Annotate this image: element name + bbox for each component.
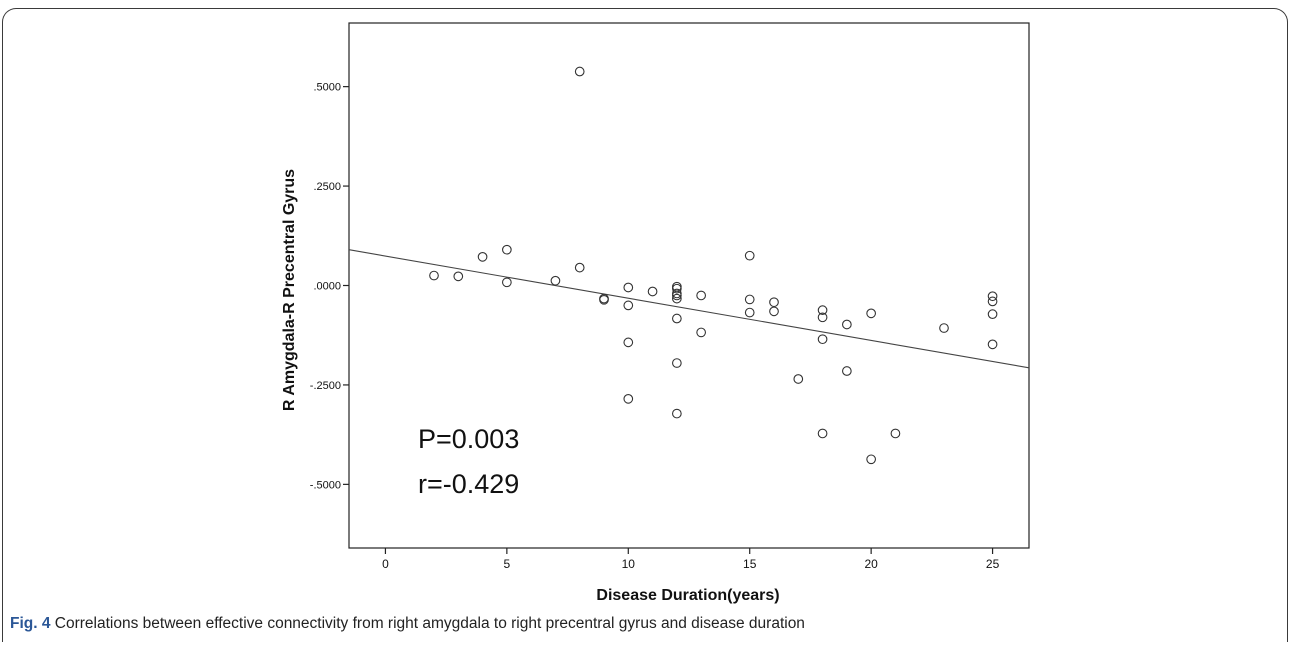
y-axis-label: R Amygdala-R Precentral Gyrus <box>281 169 298 411</box>
data-point <box>672 293 682 304</box>
y-tick-label: .0000 <box>313 281 341 293</box>
data-point <box>817 312 828 323</box>
data-point <box>672 290 682 301</box>
y-tick-label: -.2500 <box>310 380 341 392</box>
data-point <box>672 408 682 419</box>
data-point <box>817 334 828 345</box>
data-point <box>672 313 682 324</box>
data-point <box>793 374 804 384</box>
data-point <box>696 290 706 301</box>
x-tick-label: 5 <box>504 557 511 571</box>
data-point <box>599 294 609 305</box>
x-tick-label: 20 <box>864 557 878 571</box>
data-point <box>623 337 634 348</box>
data-point <box>502 244 512 255</box>
y-axis-ticks: -.5000 -.2500 .0000 .2500 .5000 <box>310 82 349 491</box>
caption-text: Correlations between effective connectiv… <box>50 615 805 632</box>
data-point <box>744 250 755 261</box>
x-axis-ticks: 0 5 10 15 20 25 <box>382 548 1000 571</box>
y-tick-label: -.5000 <box>310 479 341 491</box>
data-point <box>623 394 634 404</box>
x-tick-label: 10 <box>622 557 636 571</box>
data-point <box>574 262 585 273</box>
data-point <box>623 300 634 311</box>
annotation-p-value: P=0.003 <box>418 424 519 454</box>
data-point <box>939 323 949 333</box>
data-point <box>817 428 828 439</box>
data-point <box>623 282 634 293</box>
x-tick-label: 25 <box>986 557 1000 571</box>
data-point <box>550 275 561 286</box>
x-axis-label: Disease Duration(years) <box>596 587 779 604</box>
data-point <box>453 271 464 282</box>
data-point <box>672 358 682 368</box>
data-point <box>477 252 488 262</box>
data-point <box>890 428 901 439</box>
figure-frame <box>2 8 1288 642</box>
data-point <box>866 308 876 319</box>
data-point <box>769 306 779 317</box>
y-tick-label: .5000 <box>313 82 341 94</box>
data-point <box>672 283 682 294</box>
y-tick-label: .2500 <box>313 181 341 193</box>
scatter-chart: -.5000 -.2500 .0000 .2500 .5000 0 5 10 15 20 25 P… <box>281 22 1030 604</box>
data-point <box>842 319 852 330</box>
data-point <box>769 297 779 308</box>
data-point <box>429 270 439 281</box>
data-point <box>866 454 876 465</box>
data-point <box>744 294 755 305</box>
data-point <box>574 66 585 77</box>
data-point <box>817 305 828 316</box>
x-tick-label: 0 <box>382 557 389 571</box>
data-point <box>987 309 998 319</box>
data-point <box>987 296 998 307</box>
data-point <box>696 327 706 338</box>
x-tick-label: 15 <box>743 557 757 571</box>
regression-line <box>348 249 1030 369</box>
data-points <box>429 66 998 465</box>
figure-caption: Fig. 4 Correlations between effective co… <box>10 615 805 633</box>
caption-label: Fig. 4 <box>10 615 51 632</box>
data-point <box>987 339 998 350</box>
annotation-r-value: r=-0.429 <box>418 469 519 499</box>
data-point <box>744 307 755 318</box>
data-point <box>842 366 852 376</box>
data-point <box>987 291 998 302</box>
data-point <box>502 277 512 288</box>
data-point <box>647 286 658 297</box>
